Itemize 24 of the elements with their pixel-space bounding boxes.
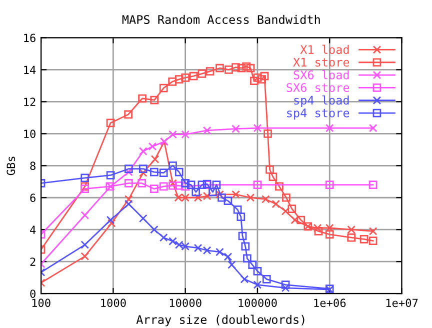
x-tick-label: 1e+07 xyxy=(386,298,418,308)
x-tick-label: 100000 xyxy=(238,298,277,308)
legend-label: X1 load xyxy=(300,44,349,54)
legend-label: sp4 store xyxy=(287,108,350,120)
y-tick-label: 4 xyxy=(30,226,36,234)
legend-label: X1 store xyxy=(293,58,350,67)
legend-label: SX6 store xyxy=(286,83,350,92)
legend-label: SX6 load xyxy=(294,70,349,80)
legend-label: sp4 load xyxy=(294,95,349,107)
y-tick-label: 12 xyxy=(24,98,36,106)
y-tick-label: 2 xyxy=(30,258,36,266)
y-tick-label: 6 xyxy=(30,194,36,202)
x-tick-label: 100 xyxy=(32,298,50,308)
y-tick-label: 0 xyxy=(30,290,36,298)
y-tick-label: 10 xyxy=(24,130,36,138)
y-tick-label: 8 xyxy=(30,162,36,170)
x-tick-label: 10000 xyxy=(170,298,202,308)
x-tick-label: 1e+06 xyxy=(314,298,346,308)
y-tick-label: 16 xyxy=(24,34,36,42)
y-tick-label: 14 xyxy=(24,66,36,74)
x-axis-title: Array size (doublewords) xyxy=(136,314,304,326)
chart-title: MAPS Random Access Bandwidth xyxy=(122,14,320,24)
y-axis-title: GBs xyxy=(6,156,16,176)
x-tick-label: 1000 xyxy=(101,298,126,308)
